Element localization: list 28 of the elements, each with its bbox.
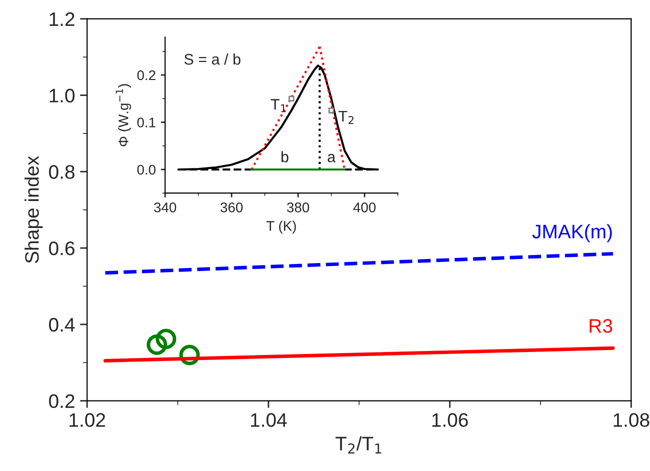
annotation: S = a / b [184, 53, 240, 65]
y-tick-label: 0.0 [137, 164, 156, 175]
annotation: T$_{2}$ [338, 110, 354, 124]
y-tick-label: 0.4 [49, 318, 75, 332]
x-tick-label: 360 [220, 202, 243, 212]
y-tick-label: 1.2 [50, 12, 74, 26]
x-tick-label: 1.08 [614, 413, 650, 427]
annotation: a [328, 154, 336, 162]
annotation: T$_{1}$ [270, 99, 286, 112]
x-tick-label: 1.06 [432, 413, 468, 427]
x-axis-title: T (K) [266, 220, 296, 234]
y-tick-label: 0.8 [49, 165, 74, 179]
y-tick-label: 0.6 [49, 241, 74, 256]
y-axis-title: Shape index [24, 156, 43, 263]
y-tick-label: 0.1 [137, 118, 156, 128]
y-tick-label: 0.2 [49, 394, 74, 408]
y-tick-label: 0.2 [137, 70, 156, 80]
y-axis-title: Φ (W.g$^{−1}$) [116, 84, 132, 146]
annotation: b [282, 151, 288, 162]
x-tick-label: 380 [287, 202, 310, 212]
x-tick-label: 400 [353, 202, 376, 212]
x-tick-label: 340 [154, 202, 176, 212]
x-tick-label: 1.02 [70, 413, 106, 427]
series-label: JMAK(m) [532, 224, 612, 242]
y-tick-label: 1.0 [50, 88, 75, 102]
x-tick-label: 1.04 [251, 413, 287, 427]
x-axis-title: T$_{2}$/T$_{1}$ [336, 436, 382, 454]
series-label: R3 [590, 319, 612, 333]
